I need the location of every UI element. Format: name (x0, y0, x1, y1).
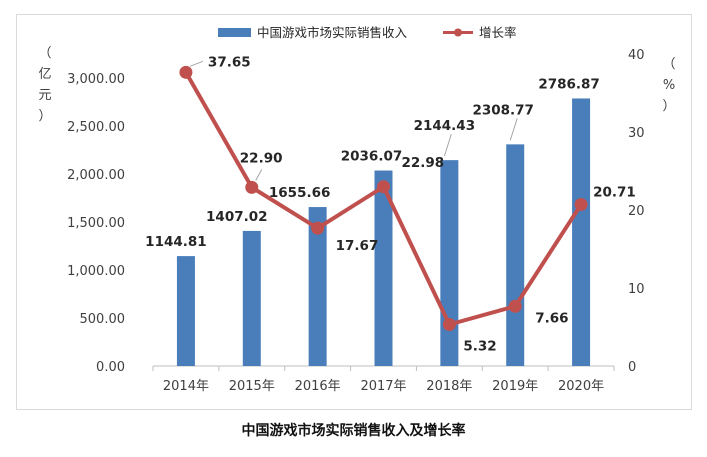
bar-label-leader (509, 118, 518, 141)
y-right-tick-label: 20 (628, 204, 645, 219)
bar-data-label: 2144.43 (414, 118, 476, 134)
y-right-tick-label: 0 (628, 360, 636, 375)
bar (374, 170, 393, 366)
chart-svg: 2014年 2015年 2016年 2017年 2018年 2019年 2020年 0.00 5… (38, 25, 675, 394)
x-tick-label: 2018年 (426, 379, 472, 394)
y-left-unit-char: ） (38, 109, 51, 124)
growth-marker (377, 180, 390, 194)
bar (242, 230, 261, 366)
growth-marker (574, 197, 588, 211)
x-tick-label: 2017年 (360, 379, 406, 394)
legend-bar-swatch (218, 28, 251, 37)
y-right-unit-char: （ (662, 57, 675, 72)
line-label-leader (255, 169, 263, 181)
line-data-label: 20.71 (593, 184, 636, 200)
line-label-leader (189, 60, 204, 67)
y-left-tick-label: 2,000.00 (67, 168, 125, 183)
growth-marker (311, 221, 325, 235)
y-left-tick-label: 2,500.00 (67, 120, 125, 135)
legend-line-label: 增长率 (479, 25, 517, 40)
bar-data-label: 1407.02 (206, 209, 268, 225)
line-data-label: 5.32 (463, 339, 496, 355)
line-data-label: 7.66 (535, 310, 568, 326)
y-left-unit-char: 亿 (38, 67, 51, 82)
growth-marker (508, 299, 522, 313)
bar (506, 144, 525, 366)
bar (572, 98, 591, 366)
growth-marker (442, 318, 456, 332)
bar (440, 160, 459, 366)
y-right-tick-label: 40 (628, 48, 645, 63)
bar-data-label: 2308.77 (472, 102, 534, 118)
growth-marker (245, 180, 259, 194)
line-data-label: 17.67 (336, 238, 379, 254)
y-right-tick-label: 30 (628, 126, 645, 141)
bar-data-label: 2786.87 (538, 76, 600, 92)
chart-caption: 中国游戏市场实际销售收入及增长率 (241, 423, 466, 439)
y-left-unit-char: （ (38, 46, 51, 61)
x-tick-label: 2019年 (492, 379, 538, 394)
y-right-tick-label: 10 (628, 282, 645, 297)
y-left-tick-label: 3,000.00 (67, 72, 125, 87)
bar-data-label: 2036.07 (341, 149, 403, 165)
bar-data-label: 1144.81 (145, 234, 207, 250)
x-tick-label: 2014年 (163, 379, 209, 394)
y-left-tick-label: 0.00 (96, 360, 125, 375)
y-right-unit-char: ） (662, 99, 675, 114)
y-left-tick-label: 1,500.00 (67, 216, 125, 231)
legend-line-marker (454, 28, 462, 37)
x-tick-label: 2015年 (229, 379, 275, 394)
y-left-unit-char: 元 (38, 88, 51, 103)
bar (176, 256, 195, 366)
chart-frame: 2014年 2015年 2016年 2017年 2018年 2019年 2020年 0.00 5… (16, 14, 692, 410)
legend-bar-label: 中国游戏市场实际销售收入 (257, 25, 408, 40)
line-data-label: 37.65 (208, 54, 251, 70)
line-data-label: 22.90 (240, 150, 283, 166)
x-tick-label: 2020年 (558, 379, 604, 394)
y-left-tick-label: 1,000.00 (67, 264, 125, 279)
growth-marker (179, 65, 193, 79)
x-tick-label: 2016年 (295, 379, 341, 394)
y-right-unit-char: % (663, 78, 675, 93)
line-data-label: 22.98 (402, 155, 445, 171)
bar (308, 207, 327, 366)
y-left-tick-label: 500.00 (80, 312, 126, 327)
bar-data-label: 1655.66 (269, 185, 331, 201)
bar-label-leader (443, 133, 452, 157)
